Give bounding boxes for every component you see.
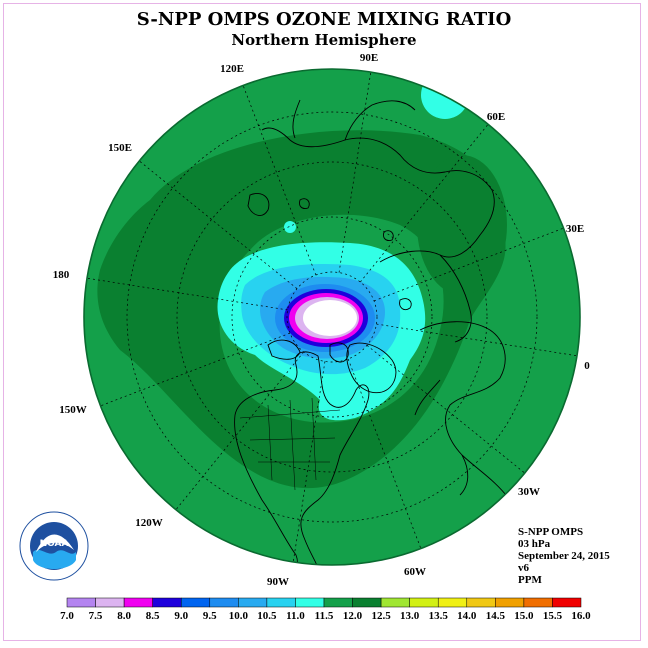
colorbar-tick-label: 13.5 (429, 610, 449, 622)
colorbar-swatch (209, 597, 239, 608)
map-boundary (83, 68, 581, 566)
lon-label-30w: 30W (518, 486, 540, 498)
colorbar-tick-label: 13.0 (400, 610, 420, 622)
meridians (86, 71, 578, 563)
meridian-line (242, 85, 317, 276)
logo-text: NOAA (40, 539, 69, 549)
colorbar-swatch (466, 597, 496, 608)
info-version: v6 (518, 562, 529, 574)
info-units: PPM (518, 574, 542, 586)
colorbar-tick-label: 8.0 (117, 610, 131, 622)
graticule (126, 111, 538, 523)
field-10-5-edge (421, 71, 469, 119)
info-date: September 24, 2015 (518, 550, 610, 562)
meridian-line (366, 345, 525, 474)
lon-label-120e: 120E (220, 63, 244, 75)
colorbar-swatch (523, 597, 553, 608)
field-11-5 (97, 130, 506, 489)
colorbar-swatch (495, 597, 525, 608)
lon-label-30e: 30E (566, 223, 584, 235)
field-center (303, 300, 357, 336)
meridian-line (100, 332, 291, 407)
lon-label-150e: 150E (108, 142, 132, 154)
colorbar-swatch (180, 597, 211, 608)
colorbar-tick-label: 9.5 (203, 610, 217, 622)
lon-label-60w: 60W (404, 566, 426, 578)
colorbar-tick-label: 12.0 (343, 610, 363, 622)
colorbar-swatch (552, 597, 582, 608)
colorbar-swatch (66, 597, 96, 608)
meridian-line (175, 351, 304, 510)
colorbar-tick-label: 9.0 (174, 610, 188, 622)
lon-label-0: 0 (584, 360, 590, 372)
meridian-line (292, 361, 326, 563)
colorbar-tick-label: 11.5 (315, 610, 334, 622)
colorbar-tick-label: 14.5 (486, 610, 506, 622)
lon-label-120w: 120W (135, 517, 163, 529)
map-subtitle: Northern Hemisphere (231, 31, 417, 49)
colorbar-tick-label: 11.0 (286, 610, 305, 622)
colorbar: 7.0 7.5 8.0 8.5 9.0 9.5 10.0 10.5 11.0 11.5 12.0 12… (60, 597, 591, 622)
colorbar-swatch (323, 597, 353, 608)
map-title: S-NPP OMPS OZONE MIXING RATIO (136, 9, 512, 30)
colorbar-swatch (409, 597, 439, 608)
colorbar-swatch (238, 597, 268, 608)
meridian-line (86, 277, 288, 311)
colorbar-swatch (95, 597, 125, 608)
info-instrument: S-NPP OMPS (518, 526, 584, 538)
colorbar-swatch (352, 597, 382, 608)
meridian-line (347, 358, 422, 549)
colorbar-tick-label: 15.5 (543, 610, 563, 622)
colorbar-swatch (380, 597, 410, 608)
noaa-logo: NOAA (19, 511, 89, 581)
colorbar-swatch (152, 597, 182, 608)
colorbar-tick-label: 14.0 (457, 610, 477, 622)
lon-label-180: 180 (53, 269, 70, 281)
colorbar-tick-label: 10.5 (257, 610, 277, 622)
longitude-labels: 90E 60E 30E 0 30W 60W 90W 120W 150W 180 … (53, 52, 591, 588)
info-pressure: 03 hPa (518, 538, 551, 550)
meridian-line (376, 323, 578, 357)
colorbar-tick-label: 7.0 (60, 610, 74, 622)
coastlines (234, 99, 511, 565)
colorbar-swatch (437, 597, 468, 608)
meridian-line (338, 71, 372, 273)
meridian-line (139, 160, 298, 289)
colorbar-tick-label: 15.0 (514, 610, 534, 622)
colorbar-tick-label: 7.5 (89, 610, 103, 622)
colorbar-tick-label: 8.5 (146, 610, 160, 622)
lon-label-60e: 60E (487, 111, 505, 123)
lon-label-90w: 90W (267, 576, 289, 588)
field-10-5-patch (284, 221, 296, 233)
colorbar-swatch (266, 597, 296, 608)
political-borders (239, 397, 341, 491)
colorbar-swatch (123, 597, 153, 608)
meridian-line (360, 124, 489, 283)
colorbar-swatch (295, 597, 325, 608)
colorbar-tick-label: 12.5 (371, 610, 391, 622)
lon-label-90e: 90E (360, 52, 378, 64)
figure-frame (3, 3, 641, 641)
colorbar-tick-label: 16.0 (571, 610, 591, 622)
meridian-line (373, 227, 564, 302)
lon-label-150w: 150W (59, 404, 87, 416)
field-11-5-east (417, 155, 507, 295)
colorbar-tick-label: 10.0 (229, 610, 249, 622)
